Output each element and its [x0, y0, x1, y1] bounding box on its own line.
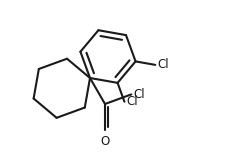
Text: Cl: Cl: [126, 95, 137, 108]
Text: O: O: [100, 135, 109, 148]
Text: Cl: Cl: [133, 88, 144, 101]
Text: Cl: Cl: [157, 58, 168, 71]
